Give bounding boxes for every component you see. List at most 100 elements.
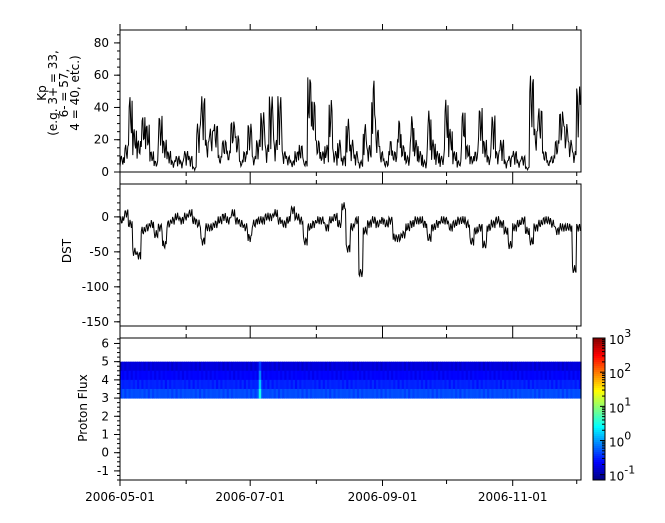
heatmap-cell	[371, 379, 375, 390]
heatmap-cell	[356, 388, 360, 399]
heatmap-cell	[312, 361, 315, 372]
heatmap-cell	[303, 370, 307, 381]
heatmap-cell	[196, 370, 200, 381]
heatmap-cell	[248, 361, 251, 372]
heatmap-cell	[339, 388, 343, 399]
heatmap-cell	[211, 379, 215, 390]
heatmap-cell	[529, 361, 533, 372]
heatmap-cell	[566, 361, 569, 372]
y-tick-label: 6	[101, 336, 109, 350]
heatmap-cell	[348, 370, 352, 381]
heatmap-cell	[307, 379, 311, 390]
heatmap-cell	[356, 379, 360, 390]
colorbar-segment	[593, 452, 605, 455]
heatmap-cell	[164, 361, 168, 372]
heatmap-cell	[480, 370, 484, 381]
heatmap-cell	[502, 370, 505, 381]
heatmap-cell	[521, 370, 524, 381]
heatmap-cell	[391, 361, 394, 372]
heatmap-cell	[295, 388, 298, 399]
heatmap-cell	[316, 370, 320, 381]
heatmap-cell	[331, 388, 335, 399]
heatmap-cell	[463, 379, 467, 390]
heatmap-cell	[205, 361, 209, 372]
heatmap-cell	[570, 379, 574, 390]
heatmap-cell	[318, 361, 322, 372]
heatmap-cell	[134, 388, 138, 399]
heatmap-cell	[423, 361, 426, 372]
heatmap-cell	[320, 361, 324, 372]
heatmap-cell	[433, 388, 437, 399]
heatmap-cell	[444, 370, 448, 381]
heatmap-cell	[499, 370, 503, 381]
heatmap-cell	[367, 388, 371, 399]
heatmap-cell	[252, 379, 256, 390]
heatmap-cell	[408, 370, 411, 381]
heatmap-cell	[386, 388, 390, 399]
heatmap-cell	[316, 388, 320, 399]
y-tick-label: 80	[94, 36, 109, 50]
heatmap-cell	[290, 370, 294, 381]
heatmap-cell	[371, 361, 375, 372]
heatmap-cell	[538, 370, 542, 381]
heatmap-cell	[523, 388, 527, 399]
y-tick-label: 40	[94, 100, 109, 114]
heatmap-cell	[491, 379, 495, 390]
heatmap-cell	[395, 370, 399, 381]
heatmap-cell	[544, 361, 548, 372]
x-tick-label: 2006-11-01	[478, 490, 548, 504]
heatmap-cell	[373, 370, 377, 381]
heatmap-cell	[527, 361, 531, 372]
heatmap-cell	[380, 379, 384, 390]
heatmap-cell	[252, 370, 256, 381]
heatmap-cell	[344, 379, 347, 390]
heatmap-cell	[376, 370, 379, 381]
heatmap-cell	[452, 370, 456, 381]
heatmap-cell	[459, 370, 463, 381]
heatmap-cell	[181, 379, 185, 390]
heatmap-cell	[327, 361, 330, 372]
heatmap-cell	[205, 388, 209, 399]
heatmap-cell	[175, 370, 179, 381]
tick-exponent: 0	[624, 430, 631, 443]
colorbar-segment	[593, 344, 605, 347]
heatmap-cell	[158, 379, 162, 390]
heatmap-cell	[467, 361, 471, 372]
heatmap-cell	[384, 361, 388, 372]
heatmap-cell	[120, 361, 123, 372]
heatmap-cell	[388, 361, 392, 372]
colorbar-segment	[593, 416, 605, 419]
heatmap-cell	[284, 388, 288, 399]
tick-exponent: 2	[624, 361, 631, 374]
colorbar-segment	[593, 444, 605, 447]
heatmap-cell	[502, 379, 505, 390]
heatmap-cell	[416, 388, 420, 399]
heatmap-cell	[457, 370, 460, 381]
heatmap-cell	[156, 370, 160, 381]
heatmap-cell	[147, 388, 151, 399]
heatmap-cell	[429, 379, 433, 390]
heatmap-cell	[130, 379, 134, 390]
heatmap-cell	[250, 370, 253, 381]
heatmap-cell	[382, 388, 386, 399]
heatmap-cell	[465, 370, 469, 381]
heatmap-cell	[516, 388, 520, 399]
heatmap-cell	[316, 379, 320, 390]
heatmap-cell	[341, 370, 345, 381]
colorbar-segment	[593, 418, 605, 421]
heatmap-cell	[284, 379, 288, 390]
heatmap-cell	[572, 361, 576, 372]
heatmap-cell	[506, 370, 510, 381]
heatmap-cell	[478, 379, 482, 390]
heatmap-cell	[397, 370, 401, 381]
heatmap-cell	[290, 361, 294, 372]
heatmap-cell	[292, 361, 296, 372]
heatmap-cell	[209, 379, 213, 390]
colorbar-segment	[593, 462, 605, 465]
heatmap-cell	[578, 361, 582, 372]
heatmap-cell	[403, 361, 407, 372]
colorbar-segment	[593, 424, 605, 427]
heatmap-cell	[438, 361, 441, 372]
colorbar-segment	[593, 402, 605, 405]
heatmap-cell	[393, 388, 396, 399]
